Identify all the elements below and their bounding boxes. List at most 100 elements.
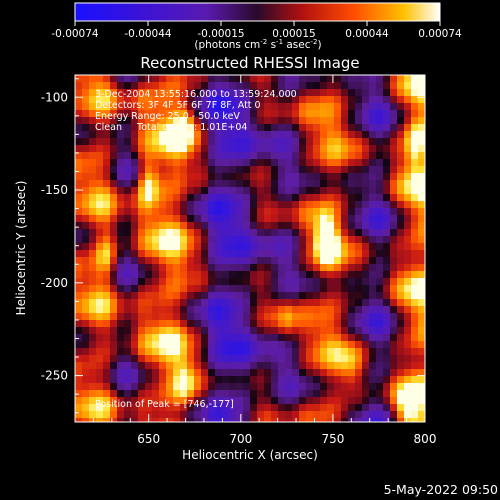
heatmap-cell xyxy=(201,362,209,370)
heatmap-cell xyxy=(243,103,251,111)
heatmap-cell xyxy=(292,320,300,328)
heatmap-cell xyxy=(299,285,307,293)
heatmap-cell xyxy=(271,152,279,160)
heatmap-cell xyxy=(369,383,377,391)
heatmap-cell xyxy=(229,124,237,132)
heatmap-cell xyxy=(418,411,425,419)
heatmap-cell xyxy=(369,250,377,258)
heatmap-cell xyxy=(257,264,265,272)
heatmap-cell xyxy=(376,411,384,419)
heatmap-cell xyxy=(390,222,398,230)
heatmap-cell xyxy=(257,75,265,83)
heatmap-cell xyxy=(369,89,377,97)
heatmap-cell xyxy=(187,278,195,286)
heatmap-cell xyxy=(411,411,419,419)
heatmap-cell xyxy=(194,236,202,244)
heatmap-cell xyxy=(369,327,377,335)
heatmap-cell xyxy=(376,334,384,342)
heatmap-cell xyxy=(124,89,132,97)
heatmap-cell xyxy=(138,313,146,321)
heatmap-cell xyxy=(159,173,167,181)
heatmap-cell xyxy=(166,117,174,125)
heatmap-cell xyxy=(264,89,272,97)
heatmap-cell xyxy=(201,299,209,307)
heatmap-cell xyxy=(180,250,188,258)
heatmap-cell xyxy=(271,355,279,363)
heatmap-cell xyxy=(271,229,279,237)
heatmap-cell xyxy=(397,313,405,321)
heatmap-cell xyxy=(124,145,132,153)
heatmap-cell xyxy=(124,166,132,174)
heatmap-cell xyxy=(411,145,419,153)
heatmap-cell xyxy=(215,306,223,314)
heatmap-cell xyxy=(152,250,160,258)
heatmap-cell xyxy=(180,243,188,251)
heatmap-cell xyxy=(376,369,384,377)
colorbar-tick-label: -0.00015 xyxy=(197,28,244,40)
heatmap-cell xyxy=(264,390,272,398)
heatmap-cell xyxy=(208,306,216,314)
heatmap-cell xyxy=(411,362,419,370)
heatmap-cell xyxy=(180,96,188,104)
heatmap-cell xyxy=(369,131,377,139)
heatmap-cell xyxy=(320,411,328,419)
heatmap-cell xyxy=(397,110,405,118)
heatmap-cell xyxy=(292,306,300,314)
heatmap-cell xyxy=(313,341,321,349)
heatmap-cell xyxy=(236,355,244,363)
heatmap-cell xyxy=(187,313,195,321)
heatmap-cell xyxy=(229,390,237,398)
heatmap-cell xyxy=(82,418,90,422)
heatmap-cell xyxy=(243,96,251,104)
heatmap-cell xyxy=(222,75,230,83)
heatmap-cell xyxy=(390,236,398,244)
heatmap-cell xyxy=(376,159,384,167)
heatmap-cell xyxy=(320,404,328,412)
heatmap-cell xyxy=(362,131,370,139)
heatmap-cell xyxy=(257,278,265,286)
heatmap-cell xyxy=(243,320,251,328)
heatmap-cell xyxy=(411,131,419,139)
heatmap-cell xyxy=(299,397,307,405)
heatmap-cell xyxy=(355,306,363,314)
heatmap-cell xyxy=(362,124,370,132)
heatmap-cell xyxy=(82,341,90,349)
heatmap-cell xyxy=(257,397,265,405)
heatmap-cell xyxy=(89,131,97,139)
heatmap-cell xyxy=(173,236,181,244)
heatmap-cell xyxy=(320,250,328,258)
heatmap-cell xyxy=(397,131,405,139)
heatmap-cell xyxy=(257,404,265,412)
heatmap-cell xyxy=(201,271,209,279)
heatmap-cell xyxy=(215,159,223,167)
colorbar-tick-label: 0.00074 xyxy=(418,28,462,40)
heatmap-cell xyxy=(257,124,265,132)
heatmap-cell xyxy=(257,201,265,209)
heatmap-cell xyxy=(82,96,90,104)
heatmap-cell xyxy=(250,327,258,335)
heatmap-cell xyxy=(145,236,153,244)
heatmap-cell xyxy=(390,103,398,111)
heatmap-cell xyxy=(285,285,293,293)
heatmap-cell xyxy=(208,194,216,202)
heatmap-cell xyxy=(355,341,363,349)
heatmap-cell xyxy=(180,404,188,412)
heatmap-cell xyxy=(187,362,195,370)
heatmap-cell xyxy=(383,215,391,223)
heatmap-cell xyxy=(327,320,335,328)
heatmap-cell xyxy=(397,215,405,223)
heatmap-cell xyxy=(376,320,384,328)
heatmap-cell xyxy=(313,320,321,328)
heatmap-cell xyxy=(103,215,111,223)
heatmap-cell xyxy=(383,145,391,153)
heatmap-cell xyxy=(117,278,125,286)
heatmap-cell xyxy=(138,229,146,237)
heatmap-cell xyxy=(194,264,202,272)
heatmap-cell xyxy=(390,397,398,405)
heatmap-cell xyxy=(208,110,216,118)
heatmap-cell xyxy=(229,166,237,174)
heatmap-cell xyxy=(96,341,104,349)
heatmap-cell xyxy=(138,75,146,83)
heatmap-cell xyxy=(313,96,321,104)
heatmap-cell xyxy=(103,355,111,363)
